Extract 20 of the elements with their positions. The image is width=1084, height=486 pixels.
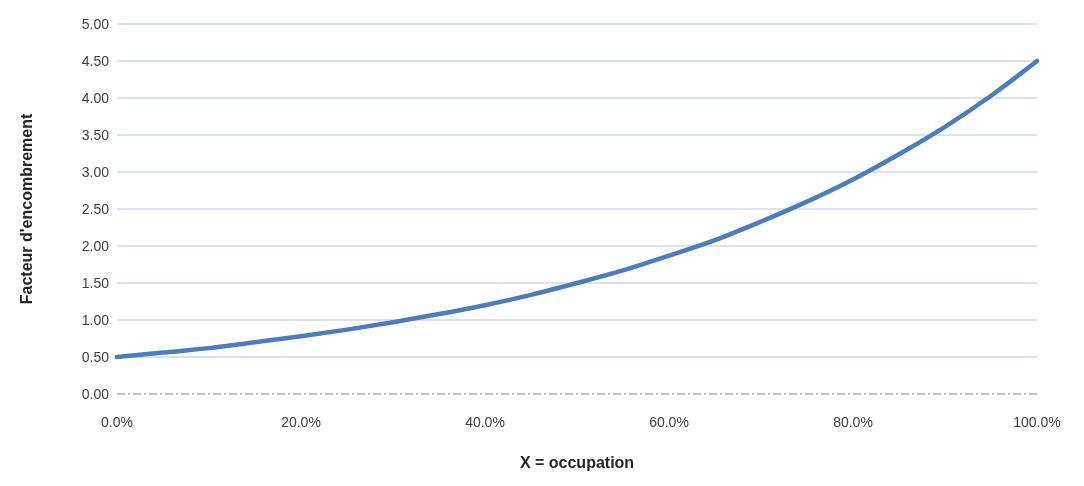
x-tick-label: 20.0% [281, 414, 321, 430]
line-series [114, 58, 1040, 360]
y-tick-label: 5.00 [81, 15, 110, 32]
y-tick-label: 3.00 [81, 163, 110, 180]
y-tick-label: 0.00 [81, 385, 110, 402]
y-tick-label: 2.50 [81, 200, 110, 217]
y-axis-title: Facteur d'encombrement [18, 113, 35, 305]
x-tick-label: 40.0% [465, 414, 505, 430]
x-tick-label: 0.0% [101, 414, 133, 430]
x-tick-label: 80.0% [833, 414, 873, 430]
y-tick-label: 4.00 [81, 89, 110, 106]
x-axis-title: X = occupation [519, 454, 635, 471]
y-tick-label: 1.00 [81, 311, 110, 328]
y-tick-label: 1.50 [81, 274, 110, 291]
y-tick-label: 0.50 [81, 348, 110, 365]
x-tick-label: 100.0% [1013, 414, 1061, 430]
y-tick-label: 2.00 [81, 237, 110, 254]
x-tick-label: 60.0% [649, 414, 689, 430]
y-tick-label: 4.50 [81, 52, 110, 69]
y-tick-label: 3.50 [81, 126, 110, 143]
